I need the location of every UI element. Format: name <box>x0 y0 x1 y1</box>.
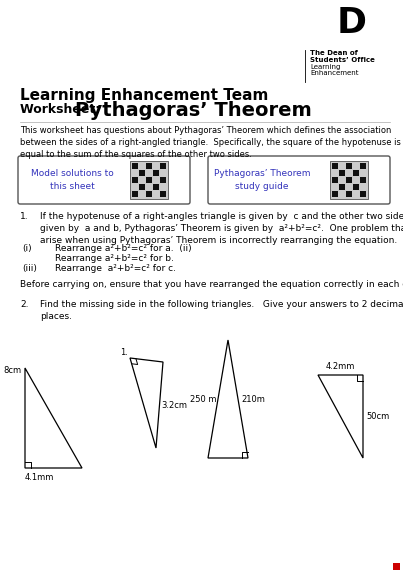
Text: 8cm: 8cm <box>4 366 22 375</box>
Text: Pythagoras’ Theorem
study guide: Pythagoras’ Theorem study guide <box>214 169 310 191</box>
Bar <box>332 163 338 169</box>
Bar <box>360 163 366 169</box>
Text: 3.2cm: 3.2cm <box>162 401 187 409</box>
Bar <box>160 191 166 197</box>
Text: (i): (i) <box>22 244 31 253</box>
Bar <box>146 177 152 183</box>
Bar <box>339 170 345 176</box>
Text: 2.: 2. <box>20 300 29 309</box>
Text: Model solutions to
this sheet: Model solutions to this sheet <box>31 169 113 191</box>
Text: This worksheet has questions about Pythagoras’ Theorem which defines the associa: This worksheet has questions about Pytha… <box>20 126 401 158</box>
Text: 250 m: 250 m <box>189 394 216 404</box>
Text: Pythagoras’ Theorem: Pythagoras’ Theorem <box>75 101 312 120</box>
Text: Worksheet:: Worksheet: <box>20 103 105 116</box>
Bar <box>332 177 338 183</box>
Text: Before carrying on, ensure that you have rearranged the equation correctly in ea: Before carrying on, ensure that you have… <box>20 280 403 289</box>
Text: 4.1mm: 4.1mm <box>25 473 54 482</box>
Text: Find the missing side in the following triangles.   Give your answers to 2 decim: Find the missing side in the following t… <box>40 300 403 321</box>
Text: 1.: 1. <box>20 212 29 221</box>
Bar <box>360 177 366 183</box>
Bar <box>132 177 138 183</box>
FancyBboxPatch shape <box>208 156 390 204</box>
Bar <box>360 191 366 197</box>
Bar <box>139 170 145 176</box>
Text: (iii): (iii) <box>22 264 37 273</box>
Bar <box>146 191 152 197</box>
Bar <box>353 170 359 176</box>
Bar <box>160 163 166 169</box>
Bar <box>353 184 359 190</box>
FancyBboxPatch shape <box>18 156 190 204</box>
Bar <box>346 177 352 183</box>
Text: Enhancement: Enhancement <box>310 70 359 76</box>
Text: Students’ Office: Students’ Office <box>310 57 375 63</box>
Bar <box>132 191 138 197</box>
Bar <box>146 163 152 169</box>
Text: Rearrange  a²+b²=c² for c.: Rearrange a²+b²=c² for c. <box>55 264 176 273</box>
Bar <box>132 163 138 169</box>
Text: 4.2mm: 4.2mm <box>326 362 355 371</box>
Bar <box>393 563 400 570</box>
Bar <box>153 170 159 176</box>
Bar <box>160 177 166 183</box>
Bar <box>332 191 338 197</box>
Text: D: D <box>337 6 367 40</box>
Text: 1.: 1. <box>120 348 128 357</box>
Bar <box>346 191 352 197</box>
Bar <box>346 163 352 169</box>
Text: 50cm: 50cm <box>366 412 389 421</box>
Text: 210m: 210m <box>241 394 265 404</box>
Text: Rearrange a²+b²=c² for a.  (ii): Rearrange a²+b²=c² for a. (ii) <box>55 244 191 253</box>
Text: Learning Enhancement Team: Learning Enhancement Team <box>20 88 268 103</box>
Bar <box>330 161 368 199</box>
Bar <box>153 184 159 190</box>
Bar <box>130 161 168 199</box>
Bar <box>139 184 145 190</box>
Text: The Dean of: The Dean of <box>310 50 358 56</box>
Bar <box>339 184 345 190</box>
Text: If the hypotenuse of a right-angles triangle is given by  c and the other two si: If the hypotenuse of a right-angles tria… <box>40 212 403 245</box>
Text: Rearrange a²+b²=c² for b.: Rearrange a²+b²=c² for b. <box>55 254 174 263</box>
Text: Learning: Learning <box>310 64 341 70</box>
